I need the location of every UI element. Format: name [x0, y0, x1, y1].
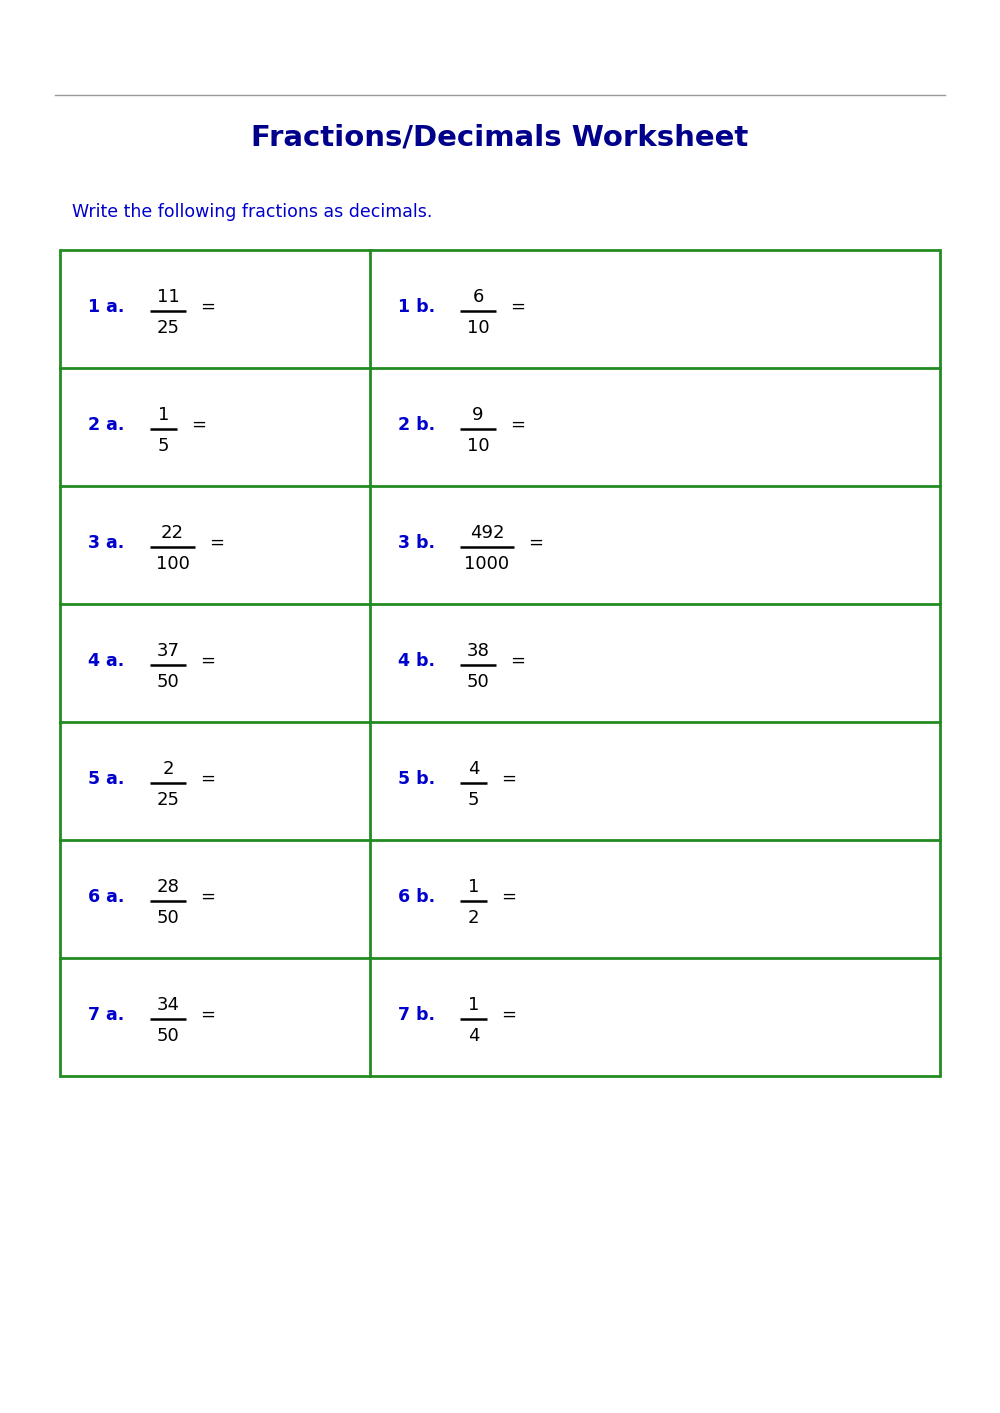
Text: 2: 2	[162, 760, 174, 779]
Text: 2 b.: 2 b.	[398, 415, 435, 434]
Text: =: =	[200, 1006, 215, 1024]
Text: 50: 50	[157, 909, 179, 927]
Text: 1: 1	[158, 406, 169, 424]
Text: 2: 2	[468, 909, 479, 927]
Text: 4: 4	[468, 760, 479, 779]
Text: =: =	[191, 415, 206, 434]
Text: 25: 25	[156, 791, 180, 810]
Text: 2 a.: 2 a.	[88, 415, 124, 434]
Text: 100: 100	[156, 555, 189, 574]
Text: 50: 50	[157, 673, 179, 691]
Text: 5 b.: 5 b.	[398, 770, 435, 788]
Text: 5: 5	[468, 791, 479, 810]
Text: 5 a.: 5 a.	[88, 770, 124, 788]
Text: 9: 9	[472, 406, 484, 424]
Text: 1 b.: 1 b.	[398, 298, 435, 317]
Text: =: =	[501, 770, 516, 788]
Text: =: =	[200, 887, 215, 906]
Text: 7 a.: 7 a.	[88, 1006, 124, 1024]
Text: 34: 34	[156, 996, 180, 1015]
Text: =: =	[209, 534, 224, 552]
Text: 1: 1	[468, 996, 479, 1015]
Text: 1000: 1000	[464, 555, 510, 574]
Text: 6: 6	[472, 288, 484, 307]
Text: 38: 38	[467, 642, 489, 660]
Text: 492: 492	[470, 524, 504, 543]
Text: =: =	[501, 887, 516, 906]
Text: 3 b.: 3 b.	[398, 534, 435, 552]
Text: 22: 22	[161, 524, 184, 543]
Text: 25: 25	[156, 319, 180, 336]
Text: =: =	[200, 651, 215, 670]
Text: =: =	[528, 534, 543, 552]
Text: 7 b.: 7 b.	[398, 1006, 435, 1024]
Text: 4 b.: 4 b.	[398, 651, 435, 670]
Text: 6 a.: 6 a.	[88, 887, 124, 906]
Text: 10: 10	[467, 437, 489, 455]
Text: 5: 5	[158, 437, 169, 455]
Text: =: =	[510, 415, 525, 434]
Text: 37: 37	[156, 642, 180, 660]
Text: =: =	[501, 1006, 516, 1024]
Text: 1: 1	[468, 877, 479, 896]
Text: =: =	[510, 651, 525, 670]
Text: 6 b.: 6 b.	[398, 887, 435, 906]
Text: 10: 10	[467, 319, 489, 336]
Text: 1 a.: 1 a.	[88, 298, 124, 317]
Text: =: =	[510, 298, 525, 317]
Text: 50: 50	[467, 673, 489, 691]
Text: 4: 4	[468, 1027, 479, 1046]
Text: 4 a.: 4 a.	[88, 651, 124, 670]
Text: =: =	[200, 770, 215, 788]
Text: 3 a.: 3 a.	[88, 534, 124, 552]
Text: 50: 50	[157, 1027, 179, 1046]
Text: Fractions/Decimals Worksheet: Fractions/Decimals Worksheet	[251, 124, 749, 153]
Text: 28: 28	[157, 877, 179, 896]
Bar	[60, 250, 940, 1077]
Text: Write the following fractions as decimals.: Write the following fractions as decimal…	[72, 203, 432, 220]
Text: =: =	[200, 298, 215, 317]
Text: 11: 11	[157, 288, 179, 307]
